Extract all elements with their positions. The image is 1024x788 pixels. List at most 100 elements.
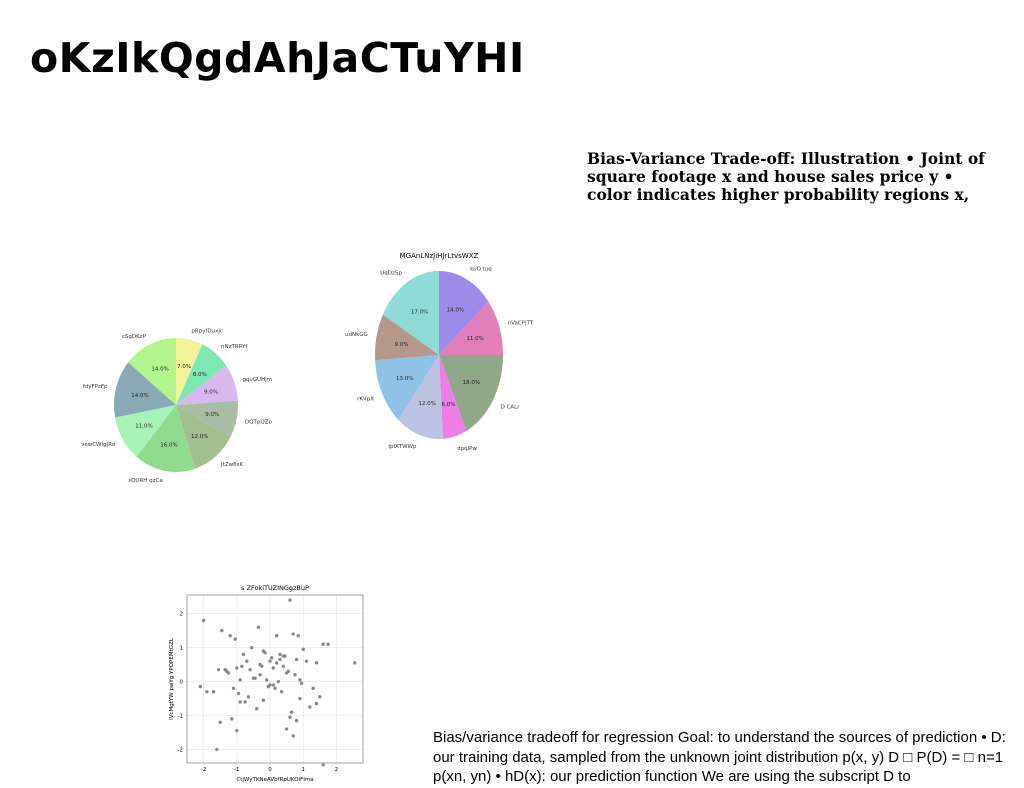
scatter-point [284,727,289,731]
scatter-point [304,659,309,663]
pie-slice [176,400,238,438]
pie-percent-label: 9.0% [204,389,218,395]
scatter-point [314,701,319,706]
pie-percent-label: 8.0% [193,372,207,378]
scatter-point [241,652,246,657]
x-tick-label: -1 [234,767,239,773]
pie-category-label: udNkGG [345,332,368,338]
scatter-point [246,695,251,699]
pie-category-label: pRpyfDuxjc [191,328,223,334]
scatter-point [235,729,239,733]
pie-percent-label: 7.0% [177,364,191,370]
pie-slice [439,271,489,355]
pie-category-label: fdyFPzFp [83,384,108,390]
scatter-point [278,652,282,657]
scatter-point [271,666,276,670]
scatter-point [256,625,261,629]
pie-chart-left: 7.0% pRpyfDuxjc 8.0% nNzTRRYf 9.0% gqvGUHjm 9.… [81,328,273,484]
scatter-point [230,717,234,721]
pie-slice [398,355,444,439]
pie-percent-label: 11.0% [466,336,483,342]
pie-category-label: JtZw8sK [220,462,243,468]
scatter-point [255,706,259,711]
scatter-point [269,656,274,660]
y-tick-label: -1 [178,713,183,719]
pie-slice [382,271,439,355]
scatter-plot: s ZFokiTUZINGgzBuP -2 -1 0 1 2 -2 -1 0 1 2 CtjWyTKN… [169,584,364,783]
pie-percent-label: 12.0% [418,401,435,407]
pie-category-label: kuO tuq [470,266,492,272]
pie-category-label: UqDzSp [380,271,402,277]
pie-category-label: D CALr [501,404,521,410]
x-tick-label: -2 [201,767,206,773]
pie-chart-right: MGAnLNzJiHJrLtvsWXZ 14.0% kuO tuq 11.0% nVaC… [345,252,534,452]
scatter-point [278,657,282,662]
scatter-point [286,669,290,674]
side-note-text: Bias-Variance Trade-off: Illustration • … [587,149,985,204]
scatter-point [298,678,302,682]
pie-category-label: nVaCPjTT [508,321,534,327]
scatter-point [211,690,216,694]
scatter-point [288,598,292,602]
pie-category-label: cSgDKzP [122,334,147,340]
plot-frame [186,594,364,764]
pie-category-label: gqvGUHjm [243,377,273,383]
scatter-point [216,667,221,672]
scatter-point [308,705,312,709]
pie-category-label: rKVpX [357,396,374,402]
bottom-body-text: Bias/variance tradeoff for regression Go… [433,729,1006,785]
scatter-point [274,634,279,638]
scatter-point [205,690,209,694]
pie-slice [176,338,203,405]
scatter-point [231,686,236,691]
pie-percent-label: 14.0% [131,393,148,399]
scatter-point [279,690,284,694]
scatter-point [321,642,325,646]
scatter-point [238,678,242,682]
pie-slice [176,365,238,405]
pie-slice [439,355,503,432]
pie-percent-label: 16.0% [160,442,177,448]
scatter-point [296,634,300,638]
pie-slice [128,338,176,405]
scatter-point [294,718,299,723]
scatter-point [288,715,292,719]
pie-category-label: vewCWIgJRo [81,442,116,448]
scatter-point [293,673,297,677]
pie-percent-label: 14.0% [151,367,168,373]
scatter-point [218,720,222,724]
scatter-point [294,657,299,662]
scatter-point [198,684,202,689]
scatter-point [243,700,247,704]
x-tick-label: 1 [301,767,305,773]
pie-slice [115,405,176,457]
pie-percent-label: 9.0% [395,342,409,348]
scatter-point [301,647,305,652]
scatter-point [268,659,272,663]
scatter-point [271,683,276,687]
scatter-point [318,695,322,699]
scatter-point [248,667,252,672]
scatter-point [352,661,357,665]
scatter-point [258,673,262,677]
scatter-point [289,710,294,714]
pie-slice [114,362,176,418]
pie-percent-label: 11.0% [135,423,152,429]
scatter-point [291,734,295,738]
pie-slice [375,355,439,420]
pie-percent-label: 13.0% [396,376,413,382]
scatter-point [326,642,330,646]
x-tick-label: 2 [335,767,339,773]
pie-title: MGAnLNzJiHJrLtvsWXZ [400,252,479,260]
pie-category-label: IpiXTWWp [388,444,417,450]
scatter-point [250,645,254,650]
pie-slice [439,355,467,439]
page-title: oKzIkQgdAhJaCTuYHI [30,34,525,82]
scatter-point [299,681,304,685]
pie-slice [439,301,503,355]
scatter-point [245,659,249,663]
x-axis-label: CtjWyTKNeAVbfRpUKOlFIma [236,777,313,783]
pie-category-label: DQTpQZo [245,420,273,426]
scatter-point [314,661,319,665]
scatter-point [258,662,262,667]
